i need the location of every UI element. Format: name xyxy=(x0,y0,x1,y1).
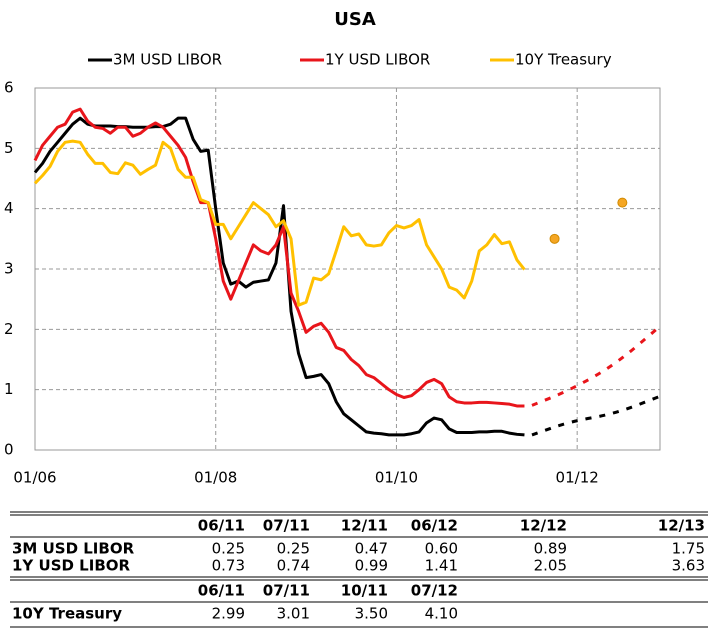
table-header: 10/11 xyxy=(341,582,388,600)
table-cell: 0.99 xyxy=(355,557,388,575)
table-cell: 0.60 xyxy=(425,540,458,558)
chart-title: USA xyxy=(334,9,376,30)
table-cell: 0.74 xyxy=(277,557,310,575)
series-line xyxy=(33,116,525,437)
y-tick-label: 3 xyxy=(4,260,14,278)
x-tick-label: 01/12 xyxy=(556,469,599,487)
table-cell: 0.25 xyxy=(212,540,245,558)
y-tick-label: 6 xyxy=(4,79,14,97)
y-tick-label: 4 xyxy=(4,199,14,217)
table-cell: 2.05 xyxy=(534,557,567,575)
table-cell: 0.47 xyxy=(355,540,388,558)
table-header: 12/11 xyxy=(341,517,388,535)
table-cell: 3.01 xyxy=(277,605,310,623)
y-tick-label: 2 xyxy=(4,320,14,338)
table-header: 07/11 xyxy=(263,582,310,600)
forecast-line xyxy=(531,325,661,407)
series-line xyxy=(33,139,526,307)
table-header: 06/11 xyxy=(198,517,245,535)
y-tick-label: 0 xyxy=(4,441,14,459)
y-tick-label: 1 xyxy=(4,380,14,398)
table-cell: 3.63 xyxy=(672,557,705,575)
y-tick-label: 5 xyxy=(4,139,14,157)
legend-label: 1Y USD LIBOR xyxy=(325,51,430,69)
table-cell: 1.75 xyxy=(672,540,705,558)
table-cell: 2.99 xyxy=(212,605,245,623)
legend-label: 10Y Treasury xyxy=(515,51,612,69)
x-tick-label: 01/10 xyxy=(375,469,418,487)
table-header: 06/12 xyxy=(411,517,458,535)
row-label: 10Y Treasury xyxy=(12,605,122,623)
table-cell: 4.10 xyxy=(425,605,458,623)
table-cell: 0.73 xyxy=(212,557,245,575)
table-header: 07/12 xyxy=(411,582,458,600)
table-header: 06/11 xyxy=(198,582,245,600)
forecast-line xyxy=(531,394,661,437)
x-tick-label: 01/08 xyxy=(194,469,237,487)
legend-label: 3M USD LIBOR xyxy=(113,51,222,69)
forecast-point xyxy=(549,233,560,244)
series-line xyxy=(33,107,525,408)
table-header: 12/12 xyxy=(520,517,567,535)
table-header: 12/13 xyxy=(658,517,705,535)
row-label: 1Y USD LIBOR xyxy=(12,557,131,575)
table-cell: 1.41 xyxy=(425,557,458,575)
table-cell: 3.50 xyxy=(355,605,388,623)
forecast-point xyxy=(617,197,628,208)
x-tick-label: 01/06 xyxy=(13,469,56,487)
table-cell: 0.25 xyxy=(277,540,310,558)
table-cell: 0.89 xyxy=(534,540,567,558)
row-label: 3M USD LIBOR xyxy=(12,540,135,558)
table-header: 07/11 xyxy=(263,517,310,535)
